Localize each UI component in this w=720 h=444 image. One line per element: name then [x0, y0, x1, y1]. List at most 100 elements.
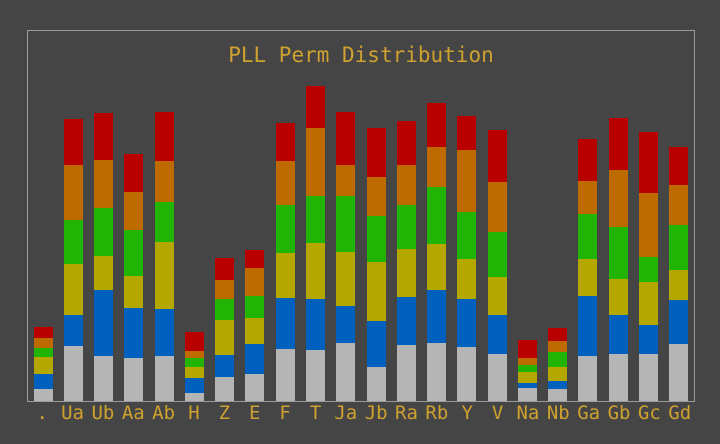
- bar-segment-green: [336, 196, 356, 252]
- bar-segment-blue: [487, 315, 507, 354]
- bar-slot-Ub: [89, 31, 119, 401]
- bar-slot-T: [300, 31, 330, 401]
- stacked-bar-Ab: [154, 112, 174, 401]
- x-tick-label-Ga: Ga: [577, 402, 601, 424]
- bar-segment-green: [608, 227, 628, 279]
- bar-segment-red: [124, 154, 144, 192]
- bar-segment-blue: [517, 383, 537, 388]
- bar-segment-blue: [638, 325, 658, 354]
- x-tick-label-Gc: Gc: [637, 402, 661, 424]
- bar-segment-yellow: [124, 276, 144, 308]
- stacked-bar-Gc: [638, 132, 658, 401]
- bar-segment-green: [306, 196, 326, 243]
- bar-segment-blue: [578, 296, 598, 356]
- bar-segment-orange: [638, 193, 658, 257]
- bar-segment-green: [33, 348, 53, 357]
- bar-segment-red: [517, 340, 537, 358]
- bar-segment-yellow: [457, 259, 477, 299]
- bar-segment-green: [548, 352, 568, 367]
- bar-segment-blue: [608, 315, 628, 354]
- bar-segment-green: [457, 212, 477, 259]
- bar-slot-Ga: [573, 31, 603, 401]
- stacked-bar-F: [275, 123, 295, 401]
- bar-segment-orange: [94, 160, 114, 208]
- bar-segment-silver: [275, 349, 295, 401]
- stacked-bar-Ua: [63, 119, 83, 401]
- bar-segment-red: [608, 118, 628, 170]
- bar-segment-red: [457, 116, 477, 150]
- x-tick-label-H: H: [188, 402, 200, 424]
- bar-segment-silver: [578, 356, 598, 401]
- bar-segment-red: [215, 258, 235, 280]
- bar-segment-silver: [184, 393, 204, 401]
- x-tick-label-Gd: Gd: [668, 402, 692, 424]
- bar-segment-silver: [427, 343, 447, 401]
- stacked-bar-Y: [457, 116, 477, 401]
- bar-segment-red: [154, 112, 174, 161]
- x-tick-label-F: F: [279, 402, 291, 424]
- bar-slot-Ra: [391, 31, 421, 401]
- bar-segment-blue: [94, 290, 114, 356]
- stacked-bar-E: [245, 250, 265, 401]
- bar-segment-silver: [215, 377, 235, 401]
- bar-segment-green: [366, 216, 386, 262]
- bar-segment-red: [94, 113, 114, 160]
- bar-segment-silver: [124, 358, 144, 401]
- bar-segment-silver: [94, 356, 114, 401]
- bar-segment-yellow: [638, 282, 658, 325]
- bar-segment-orange: [457, 150, 477, 212]
- bar-segment-green: [124, 230, 144, 276]
- bar-segment-silver: [487, 354, 507, 401]
- bar-segment-blue: [184, 378, 204, 393]
- bar-segment-red: [33, 327, 53, 338]
- stacked-bar-H: [184, 332, 204, 401]
- bar-segment-orange: [154, 161, 174, 202]
- bar-segment-green: [487, 232, 507, 277]
- bar-segment-silver: [457, 347, 477, 401]
- bar-segment-yellow: [336, 252, 356, 306]
- bar-segment-red: [336, 112, 356, 165]
- bar-segment-yellow: [63, 264, 83, 315]
- stacked-bar-Na: [517, 340, 537, 401]
- bar-segment-yellow: [94, 256, 114, 290]
- bar-slot-Nb: [543, 31, 573, 401]
- bar-segment-green: [215, 299, 235, 320]
- bar-slot-Ua: [58, 31, 88, 401]
- stacked-bar-Z: [215, 258, 235, 401]
- chart-title: PLL Perm Distribution: [228, 43, 494, 67]
- bar-slot-Aa: [119, 31, 149, 401]
- bar-segment-blue: [275, 298, 295, 349]
- plot-frame: PLL Perm Distribution: [27, 30, 695, 402]
- bar-segment-blue: [124, 308, 144, 358]
- bar-segment-orange: [245, 268, 265, 296]
- bar-segment-red: [63, 119, 83, 165]
- bar-segment-yellow: [306, 243, 326, 299]
- bar-segment-orange: [184, 351, 204, 358]
- stacked-bar-Rb: [427, 103, 447, 401]
- bar-segment-silver: [396, 345, 416, 401]
- bar-segment-red: [396, 121, 416, 165]
- bar-segment-silver: [669, 344, 689, 401]
- stacked-bar-Gd: [669, 147, 689, 401]
- bar-segment-blue: [396, 297, 416, 345]
- bar-segment-silver: [245, 374, 265, 401]
- bar-slot-F: [270, 31, 300, 401]
- x-tick-label-Ra: Ra: [395, 402, 418, 424]
- bar-segment-blue: [457, 299, 477, 347]
- bar-segment-red: [638, 132, 658, 193]
- x-tick-label-Na: Na: [516, 402, 540, 424]
- bar-slot-V: [482, 31, 512, 401]
- bar-segment-red: [245, 250, 265, 268]
- bar-slot-Gc: [633, 31, 663, 401]
- bar-segment-orange: [215, 280, 235, 299]
- bar-slot-E: [240, 31, 270, 401]
- bar-segment-blue: [427, 290, 447, 343]
- bar-segment-green: [396, 205, 416, 249]
- bar-segment-orange: [548, 341, 568, 352]
- bar-segment-green: [154, 202, 174, 242]
- x-tick-label-Nb: Nb: [546, 402, 570, 424]
- x-tick-label-Ab: Ab: [152, 402, 176, 424]
- bar-segment-blue: [154, 309, 174, 356]
- bar-segment-orange: [306, 128, 326, 196]
- stacked-bar-.: [33, 327, 53, 401]
